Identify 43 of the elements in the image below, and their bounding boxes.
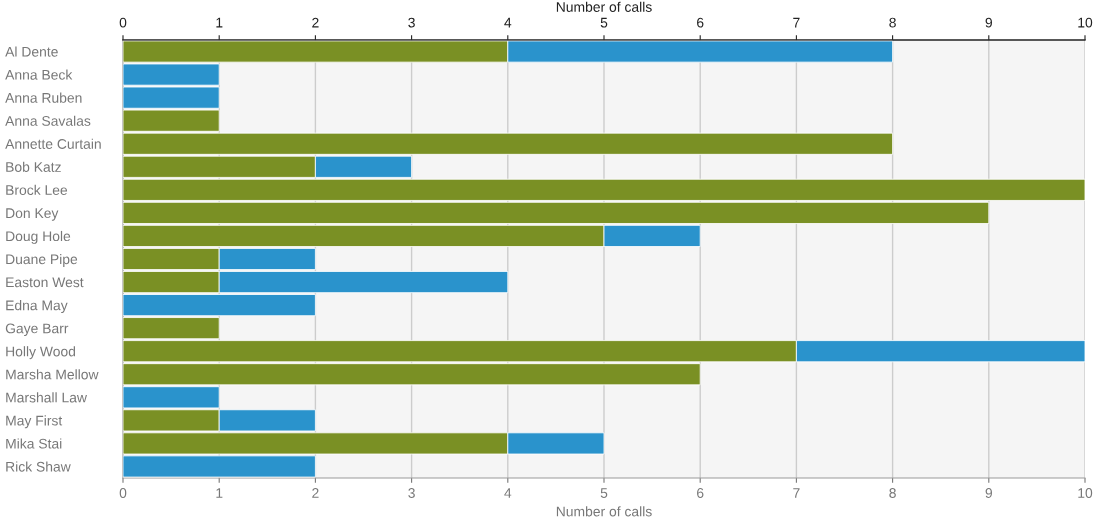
x-tick-label: 0 [119,488,127,498]
x-tick-label: 5 [600,488,608,498]
y-tick-label: Rick Shaw [6,461,71,472]
y-tick-label: Easton West [6,277,84,288]
x2-tick-label: 9 [985,17,992,28]
x2-tick-label: 5 [600,17,608,28]
x-tick-label: 9 [985,488,992,498]
y-tick-label: Mika Stai [6,438,62,449]
x2-tick-label: 7 [793,17,800,28]
x2-tick-label: 1 [216,17,223,28]
x-tick-label: 3 [408,488,415,498]
y-tick-label: Marshall Law [6,392,87,403]
x-tick-label: 1 [216,488,223,498]
x-tick-label: 6 [697,488,704,498]
x2-tick-label: 4 [504,17,512,28]
x-tick-label: 7 [793,488,800,498]
x2-tick-label: 8 [889,17,896,28]
y-tick-label: Doug Hole [6,230,71,244]
x2-axis-title: Number of calls [556,1,652,12]
y-tick-label: Bob Katz [6,161,61,172]
x-axis-title: Number of calls [556,506,652,517]
x-tick-label: 4 [504,488,512,498]
y-tick-label: Gaye Barr [5,323,69,337]
y-tick-label: Holly Wood [6,346,76,360]
y-tick-label: May First [6,415,63,429]
x2-tick-label: 6 [697,17,704,28]
y-tick-label: Don Key [6,208,59,221]
x-tick-label: 2 [312,488,319,498]
y-tick-label: Marsha Mellow [6,369,99,380]
x2-tick-label: 10 [1078,17,1093,28]
x-tick-label: 8 [889,488,896,498]
y-tick-label: Anna Ruben [5,92,82,103]
x2-tick-label: 3 [408,17,415,28]
y-tick-label: Al Dente [5,46,58,57]
y-tick-label: Anna Savalas [5,115,91,126]
x2-tick-label: 0 [119,17,127,28]
y-tick-label: Duane Pipe [6,253,78,267]
y-tick-label: Brock Lee [6,184,68,196]
x-tick-label: 10 [1078,488,1093,498]
y-tick-label: Anna Beck [5,69,73,80]
y-tick-label: Edna May [6,300,68,314]
x2-tick-label: 2 [312,17,319,28]
y-tick-label: Annette Curtain [5,138,101,149]
